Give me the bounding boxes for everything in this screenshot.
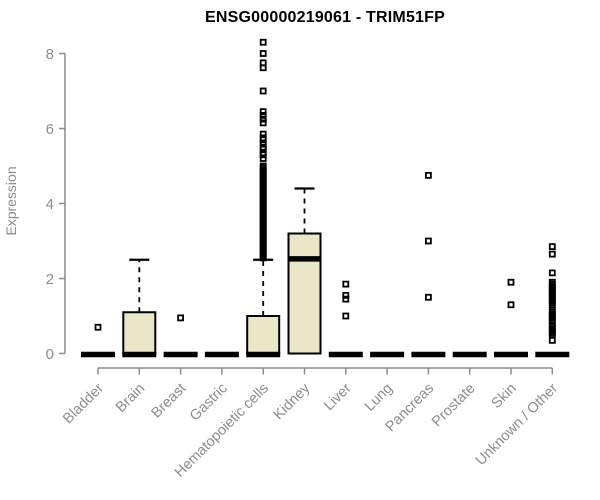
y-tick-label-4: 4: [46, 196, 54, 213]
x-tick-label-brain: Brain: [113, 381, 148, 416]
outlier-unknown-other: [548, 250, 556, 258]
x-tick-label-lung: Lung: [362, 381, 396, 415]
outlier-unknown-other: [548, 336, 556, 344]
outlier-hematopoietic-cells: [259, 119, 267, 127]
outlier-skin: [507, 301, 515, 309]
outlier-skin: [507, 278, 515, 286]
y-tick-label-2: 2: [46, 271, 54, 288]
outlier-breast: [177, 314, 185, 322]
box-kidney: [287, 232, 322, 355]
outlier-hematopoietic-cells: [259, 254, 267, 262]
outlier-hematopoietic-cells: [259, 151, 267, 159]
x-tick-label-prostate: Prostate: [429, 381, 478, 430]
x-tick-label-liver: Liver: [321, 380, 355, 414]
outlier-liver: [342, 312, 350, 320]
outlier-hematopoietic-cells: [259, 115, 267, 123]
outlier-liver: [342, 291, 350, 299]
y-tick-label-0: 0: [46, 346, 54, 363]
outlier-pancreas: [424, 237, 432, 245]
chart-title: ENSG00000219061 - TRIM51FP: [205, 9, 445, 26]
outlier-hematopoietic-cells: [259, 87, 267, 95]
outlier-unknown-other: [548, 269, 556, 277]
box-hematopoietic-cells: [246, 315, 281, 355]
outlier-bladder: [94, 323, 102, 331]
x-tick-label-bladder: Bladder: [60, 380, 107, 427]
x-tick-label-skin: Skin: [489, 381, 520, 412]
outlier-hematopoietic-cells: [259, 108, 267, 116]
x-tick-label-kidney: Kidney: [271, 380, 314, 423]
outlier-liver: [342, 295, 350, 303]
outlier-hematopoietic-cells: [259, 111, 267, 119]
y-tick-label-8: 8: [46, 46, 54, 63]
outlier-pancreas: [424, 171, 432, 179]
outlier-hematopoietic-cells: [259, 50, 267, 57]
outlier-hematopoietic-cells: [259, 155, 267, 162]
outlier-hematopoietic-cells: [259, 38, 267, 46]
x-tick-label-breast: Breast: [148, 381, 189, 422]
outlier-liver: [342, 280, 350, 288]
outlier-hematopoietic-cells: [259, 64, 267, 72]
outlier-pancreas: [424, 293, 432, 301]
box-brain: [122, 311, 157, 355]
outlier-hematopoietic-cells: [259, 136, 267, 144]
y-tick-label-6: 6: [46, 121, 54, 138]
outlier-unknown-other: [548, 243, 556, 251]
